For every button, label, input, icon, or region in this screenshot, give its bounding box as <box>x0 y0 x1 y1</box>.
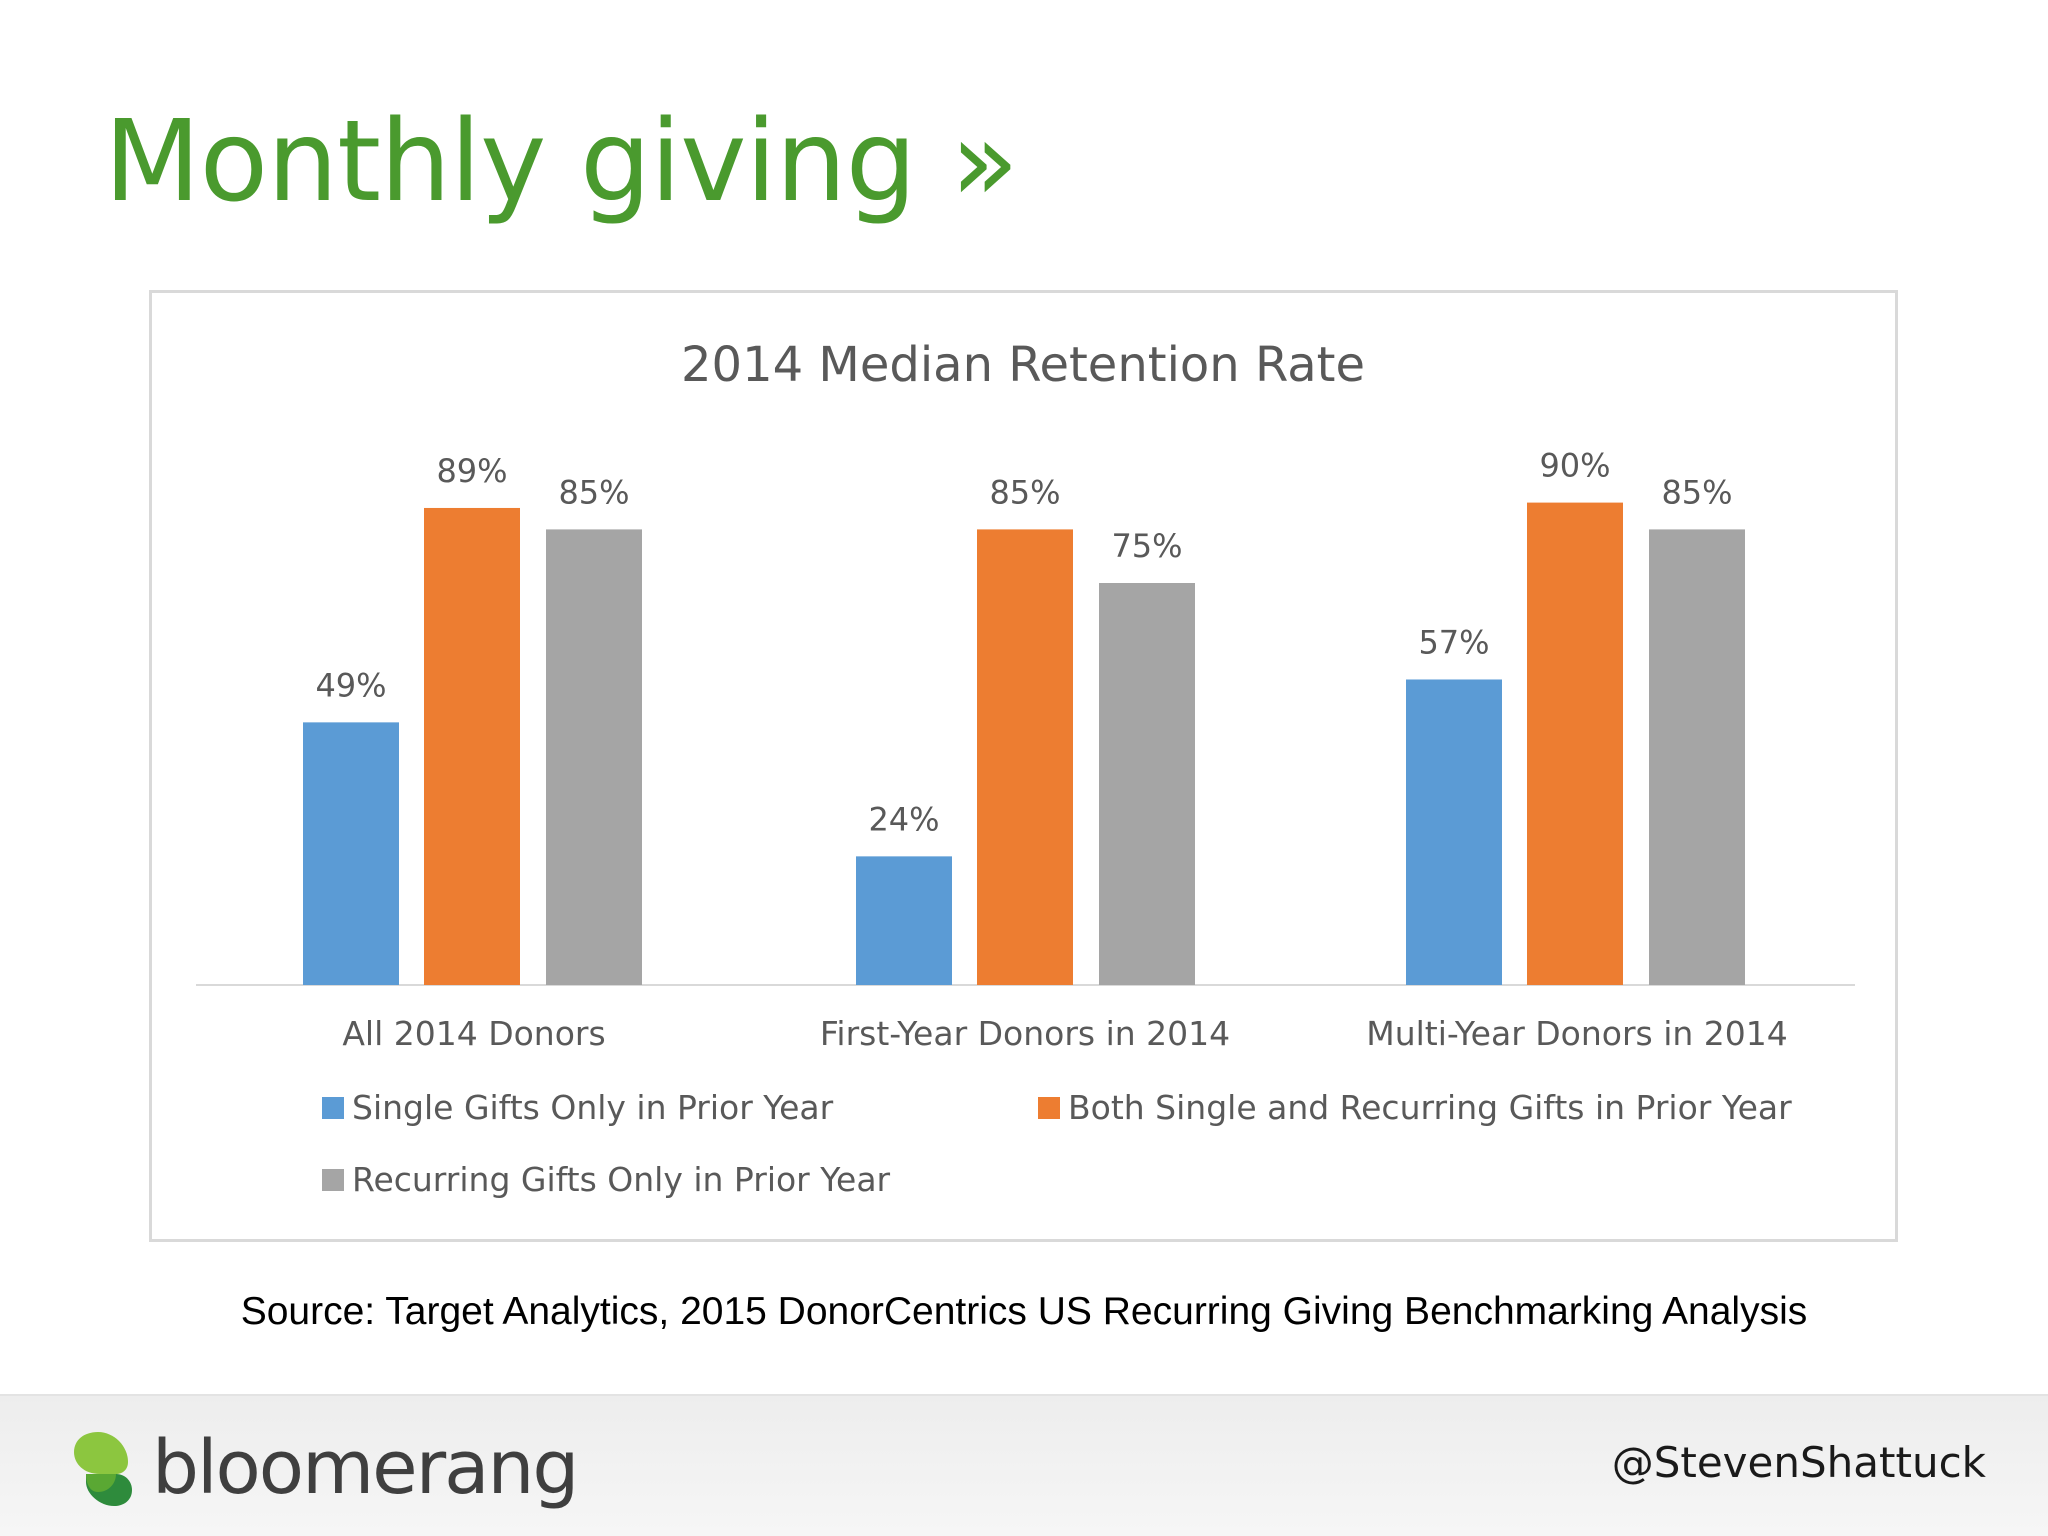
data-label: 90% <box>1539 447 1610 485</box>
bar <box>977 529 1073 985</box>
bar <box>856 856 952 985</box>
category-label: First-Year Donors in 2014 <box>820 1014 1230 1053</box>
retention-bar-chart: 2014 Median Retention Rate 49% 89% 85% All … <box>196 337 1855 1199</box>
category-label: All 2014 Donors <box>342 1014 605 1053</box>
bar <box>1649 529 1745 985</box>
data-label: 85% <box>558 473 629 511</box>
bar <box>424 507 520 985</box>
data-label: 24% <box>868 800 939 838</box>
legend-swatch <box>322 1097 344 1119</box>
data-label: 49% <box>315 666 386 704</box>
slide-title: Monthly giving » <box>104 97 1019 227</box>
bar <box>1527 502 1623 985</box>
bar <box>1406 679 1502 985</box>
twitter-handle: @StevenShattuck <box>1611 1438 1986 1487</box>
data-label: 75% <box>1111 527 1182 565</box>
data-label: 89% <box>436 452 507 490</box>
legend-swatch <box>1038 1097 1060 1119</box>
legend-swatch <box>322 1169 344 1191</box>
brand: bloomerang <box>70 1425 579 1511</box>
legend-label: Recurring Gifts Only in Prior Year <box>352 1160 891 1199</box>
source-citation: Source: Target Analytics, 2015 DonorCent… <box>240 1290 1808 1333</box>
category-label: Multi-Year Donors in 2014 <box>1366 1014 1788 1053</box>
data-label: 85% <box>989 473 1060 511</box>
footer-bar: bloomerang @StevenShattuck <box>0 1394 2048 1536</box>
data-label: 57% <box>1418 623 1489 661</box>
data-label: 85% <box>1661 473 1732 511</box>
chart-frame: 2014 Median Retention Rate 49% 89% 85% All … <box>149 290 1898 1242</box>
bar <box>546 529 642 985</box>
legend-label: Both Single and Recurring Gifts in Prior… <box>1068 1088 1792 1127</box>
legend-label: Single Gifts Only in Prior Year <box>352 1088 834 1127</box>
chart-title: 2014 Median Retention Rate <box>681 337 1365 393</box>
bar <box>1099 583 1195 985</box>
brand-name: bloomerang <box>152 1425 579 1511</box>
bar <box>303 722 399 985</box>
bloomerang-leaf-icon <box>74 1432 132 1506</box>
